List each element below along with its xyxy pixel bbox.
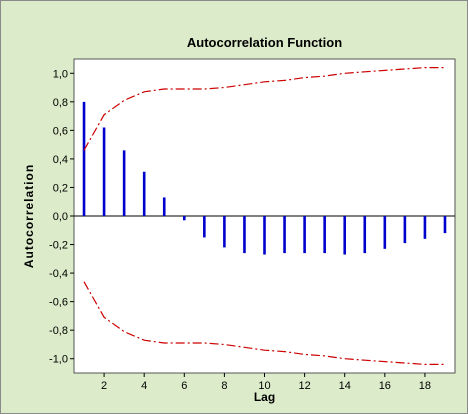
x-tick-label: 2 [101, 380, 107, 392]
lower-significance-limit [83, 281, 445, 365]
x-tick-label: 12 [298, 380, 310, 392]
y-tick-label: -0,2 [49, 240, 68, 252]
y-tick-label: -0,6 [49, 297, 68, 309]
acf-bars [82, 101, 447, 255]
y-tick-label: 0,0 [53, 211, 68, 223]
x-axis-label: Lag [254, 390, 275, 404]
x-tick-label: 4 [141, 380, 147, 392]
y-tick-label: 0,6 [53, 125, 68, 137]
upper-significance-limit [83, 67, 445, 151]
x-tick-label: 14 [339, 380, 351, 392]
y-tick-label: 1,0 [53, 68, 68, 80]
x-axis: 2 4 6 8 10 12 14 16 18 [101, 373, 431, 392]
x-tick-label: 8 [221, 380, 227, 392]
x-tick-label: 6 [181, 380, 187, 392]
y-axis: -1,0 -0,8 -0,6 -0,4 -0,2 0,0 0,2 0,4 0,6 0,8 1,0 [49, 68, 74, 366]
x-tick-label: 10 [258, 380, 270, 392]
y-tick-label: -0,8 [49, 325, 68, 337]
chart-title: Autocorrelation Function [187, 35, 342, 50]
y-tick-label: 0,8 [53, 97, 68, 109]
y-tick-label: -0,4 [49, 268, 68, 280]
y-tick-label: -1,0 [49, 354, 68, 366]
x-tick-label: 16 [379, 380, 391, 392]
y-tick-label: 0,4 [53, 154, 68, 166]
x-tick-label: 18 [419, 380, 431, 392]
y-tick-label: 0,2 [53, 182, 68, 194]
y-axis-label: Autocorrelation [22, 164, 36, 268]
